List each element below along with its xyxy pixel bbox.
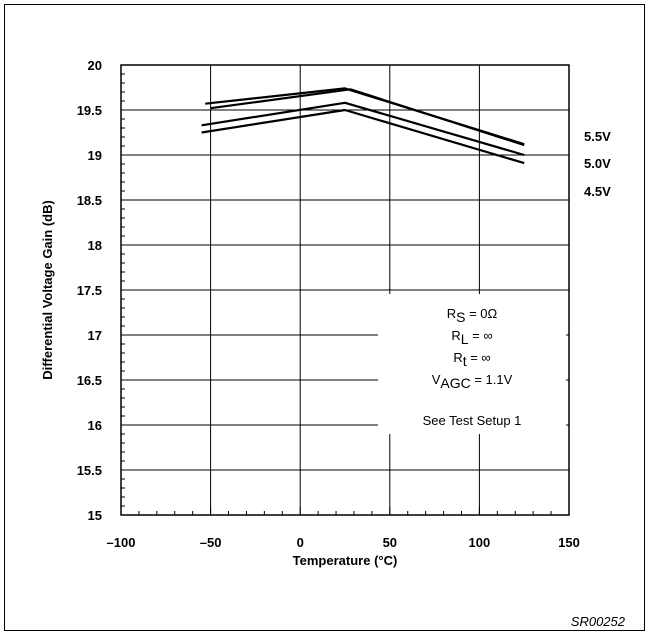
series-label-5.5v: 5.5V: [584, 129, 611, 144]
annotation-vagc: VAGC = 1.1V: [432, 372, 513, 391]
figure-frame: [4, 4, 645, 631]
x-tick-labels: –100 –50 0 50 100 150: [107, 535, 580, 550]
grid: [121, 65, 569, 515]
x-tick-label: 150: [558, 535, 580, 550]
y-tick-labels: 15 15.5 16 16.5 17 17.5 18 18.5 19 19.5 20: [77, 58, 102, 523]
y-tick-label: 18: [88, 238, 102, 253]
annotation-box: [378, 294, 566, 434]
series-label-4.5v: 4.5V: [584, 184, 611, 199]
annotation-rt: Rt = ∞: [453, 350, 490, 369]
y-tick-label: 16: [88, 418, 102, 433]
y-tick-label: 19.5: [77, 103, 102, 118]
y-tick-label: 16.5: [77, 373, 102, 388]
y-tick-label: 17: [88, 328, 102, 343]
annotation-rl: RL = ∞: [451, 328, 492, 347]
y-tick-label: 17.5: [77, 283, 102, 298]
series-line-2: [210, 88, 525, 147]
series-line-4: [201, 108, 525, 165]
series-label-5.0v: 5.0V: [584, 156, 611, 171]
x-tick-label: –50: [200, 535, 222, 550]
x-tick-label: 0: [297, 535, 304, 550]
x-axis-title: Temperature (°C): [293, 553, 398, 568]
plot-border: [120, 64, 570, 516]
y-axis-title: Differential Voltage Gain (dB): [40, 200, 55, 380]
y-tick-label: 15: [88, 508, 102, 523]
series-lines: [201, 87, 525, 165]
x-tick-label: 100: [469, 535, 491, 550]
figure-id: SR00252: [571, 614, 626, 629]
series-line-3: [201, 101, 525, 157]
y-tick-label: 18.5: [77, 193, 102, 208]
y-tick-label: 15.5: [77, 463, 102, 478]
y-tick-label: 19: [88, 148, 102, 163]
x-tick-label: 50: [383, 535, 397, 550]
annotation-rs: RS = 0Ω: [447, 306, 498, 325]
y-tick-label: 20: [88, 58, 102, 73]
annotation-setup: See Test Setup 1: [423, 413, 522, 428]
x-tick-label: –100: [107, 535, 136, 550]
